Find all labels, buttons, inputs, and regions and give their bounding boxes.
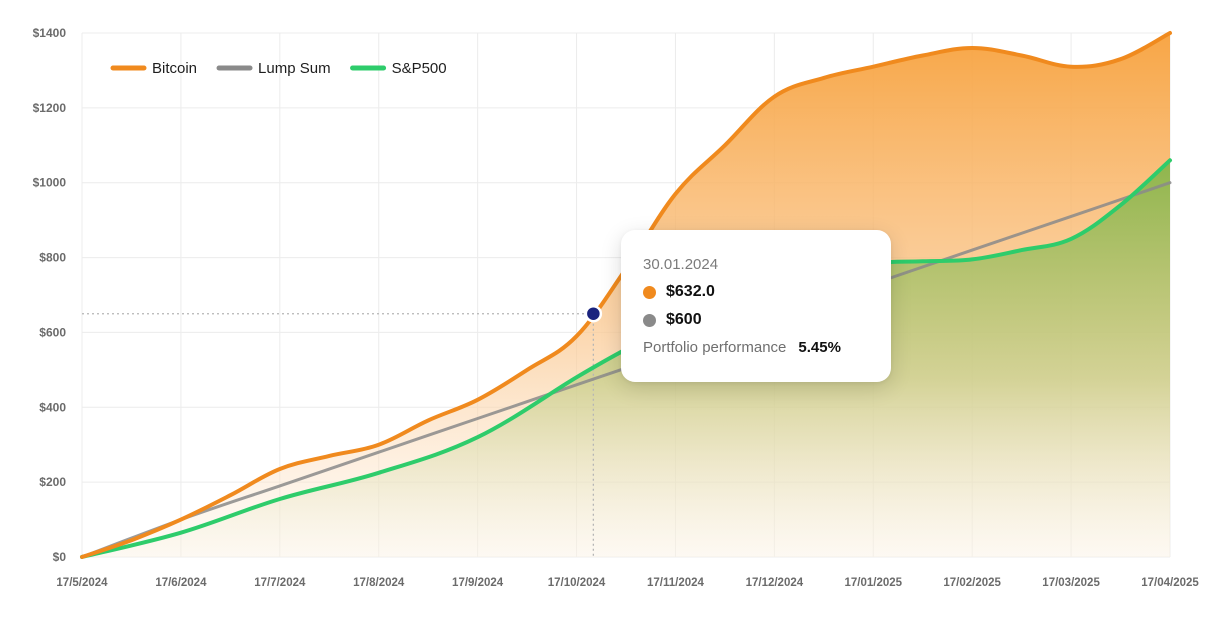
tooltip-value-lump-sum: $600: [666, 311, 702, 328]
x-tick-label: 17/03/2025: [1042, 577, 1100, 589]
x-tick-label: 17/9/2024: [452, 577, 504, 589]
tooltip-date: 30.01.2024: [643, 256, 719, 273]
x-tick-label: 17/10/2024: [548, 577, 606, 589]
hover-marker-layer: [584, 304, 603, 323]
y-axis-ticks: $0 $200 $400 $600 $800 $1000 $1200 $1400: [33, 26, 67, 564]
tooltip-row-bitcoin: $632.0: [643, 283, 891, 301]
tooltip-row-lump-sum: $600: [643, 311, 891, 329]
y-tick-label: $1400: [33, 26, 67, 40]
x-tick-label: 17/01/2025: [844, 577, 902, 589]
legend-label-bitcoin: Bitcoin: [152, 60, 197, 77]
hover-marker: [584, 304, 603, 323]
legend: Bitcoin Lump Sum S&P500: [110, 60, 447, 77]
hover-guides: [82, 313, 595, 557]
tooltip: 30.01.2024 $632.0 $600 Portfolio perform…: [621, 230, 891, 382]
tooltip-dot-lump-sum: [643, 313, 656, 327]
legend-label-s-p500: S&P500: [392, 60, 447, 77]
x-tick-label: 17/11/2024: [647, 577, 705, 589]
x-tick-label: 17/7/2024: [254, 577, 306, 589]
tooltip-performance-label: Portfolio performance: [643, 339, 787, 356]
y-tick-label: $0: [53, 550, 67, 564]
x-tick-label: 17/6/2024: [155, 577, 207, 589]
x-tick-label: 17/12/2024: [746, 577, 804, 589]
x-tick-label: 17/8/2024: [353, 577, 405, 589]
y-tick-label: $1200: [33, 101, 67, 115]
tooltip-performance-value: 5.45%: [798, 339, 841, 356]
x-tick-label: 17/02/2025: [943, 577, 1001, 589]
x-tick-label: 17/04/2025: [1141, 577, 1199, 589]
x-tick-label: 17/5/2024: [56, 577, 108, 589]
y-tick-label: $1000: [33, 176, 67, 190]
y-tick-label: $400: [39, 400, 66, 414]
tooltip-dot-bitcoin: [643, 285, 656, 299]
x-axis-ticks: 17/5/2024 17/6/2024 17/7/2024 17/8/2024 17/9…: [56, 577, 1199, 589]
y-tick-label: $600: [39, 325, 66, 339]
y-tick-label: $800: [39, 251, 66, 265]
y-tick-label: $200: [39, 475, 66, 489]
tooltip-value-bitcoin: $632.0: [666, 283, 715, 300]
tooltip-performance: Portfolio performance 5.45%: [643, 339, 891, 356]
legend-label-lump-sum: Lump Sum: [258, 60, 331, 77]
